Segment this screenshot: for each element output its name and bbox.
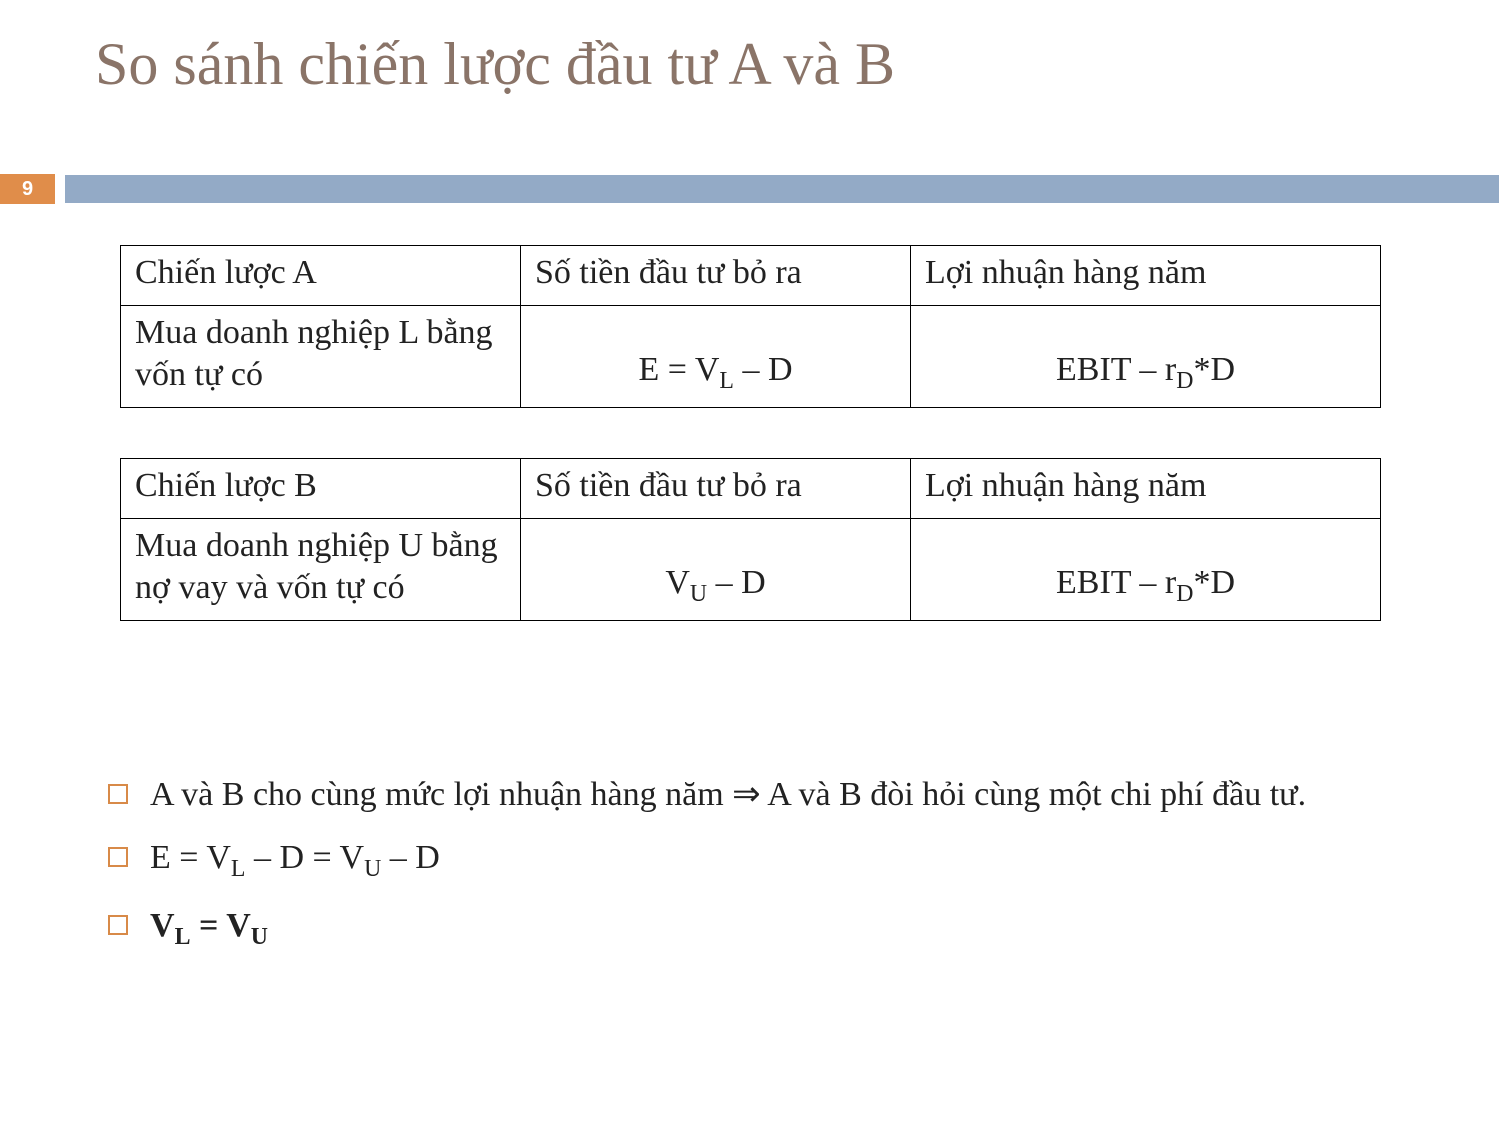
bullet-box-icon [108,847,128,867]
table-a-label: Mua doanh nghiệp L bằng vốn tự có [121,305,521,407]
bullet-text-3: VL = VU [150,901,268,954]
table-b-label: Mua doanh nghiệp U bằng nợ vay và vốn tự… [121,518,521,620]
header-stripe [65,175,1499,203]
bullet-box-icon [108,784,128,804]
header-bar: 9 [0,175,1499,203]
table-a-profit: EBIT – rD*D [911,305,1381,407]
slide: So sánh chiến lược đầu tư A và B 9 Chiến… [0,0,1499,1124]
bullet-box-icon [108,915,128,935]
list-item: A và B cho cùng mức lợi nhuận hàng năm ⇒… [108,770,1398,819]
table-b-profit: EBIT – rD*D [911,518,1381,620]
table-row: Mua doanh nghiệp U bằng nợ vay và vốn tự… [121,518,1381,620]
table-b-h3: Lợi nhuận hàng năm [911,459,1381,519]
list-item: VL = VU [108,901,1398,954]
table-a-h3: Lợi nhuận hàng năm [911,246,1381,306]
page-number-badge: 9 [0,174,55,204]
table-b-invest: VU – D [521,518,911,620]
bullet-text-2: E = VL – D = VU – D [150,833,440,886]
table-b: Chiến lược B Số tiền đầu tư bỏ ra Lợi nh… [120,458,1380,621]
table-a-h1: Chiến lược A [121,246,521,306]
table-row: Mua doanh nghiệp L bằng vốn tự có E = VL… [121,305,1381,407]
table-row: Chiến lược B Số tiền đầu tư bỏ ra Lợi nh… [121,459,1381,519]
table-b-h2: Số tiền đầu tư bỏ ra [521,459,911,519]
table-b-h1: Chiến lược B [121,459,521,519]
table-row: Chiến lược A Số tiền đầu tư bỏ ra Lợi nh… [121,246,1381,306]
table-a-h2: Số tiền đầu tư bỏ ra [521,246,911,306]
list-item: E = VL – D = VU – D [108,833,1398,886]
table-a: Chiến lược A Số tiền đầu tư bỏ ra Lợi nh… [120,245,1380,408]
slide-title: So sánh chiến lược đầu tư A và B [95,30,895,99]
bullet-text-1: A và B cho cùng mức lợi nhuận hàng năm ⇒… [150,770,1306,819]
table-a-invest: E = VL – D [521,305,911,407]
bullet-list: A và B cho cùng mức lợi nhuận hàng năm ⇒… [108,770,1398,968]
